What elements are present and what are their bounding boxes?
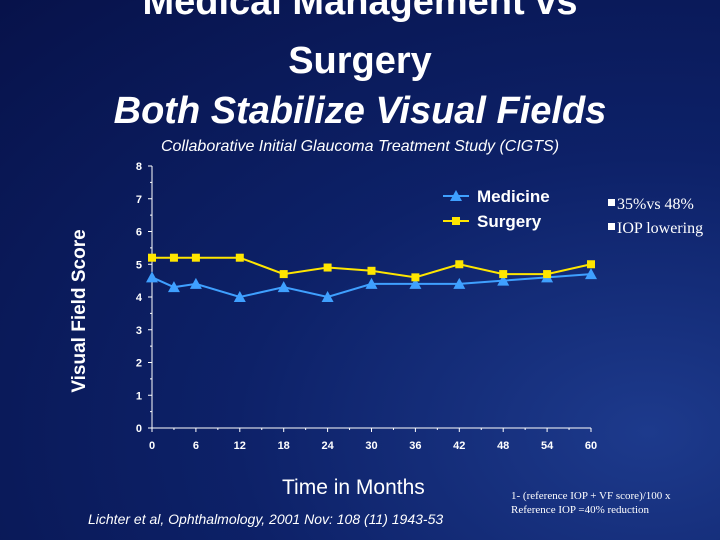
data-point-medicine (233, 291, 246, 302)
y-tick-label: 5 (136, 259, 142, 271)
data-point-surgery (499, 270, 508, 279)
y-tick-label: 4 (136, 292, 143, 304)
data-point-medicine (167, 281, 180, 293)
data-point-surgery (455, 260, 464, 269)
data-point-medicine (365, 277, 378, 289)
data-point-surgery (148, 253, 156, 262)
bullet-square-icon (608, 199, 615, 206)
bullet-list: 35%vs 48% IOP lowering (608, 193, 703, 241)
data-point-medicine (497, 274, 510, 286)
x-tick-label: 36 (409, 440, 421, 452)
legend-marker (450, 190, 462, 201)
series-line-medicine (151, 273, 592, 299)
citation: Lichter et al, Ophthalmology, 2001 Nov: … (88, 511, 444, 527)
bullet-square-icon (608, 223, 615, 230)
data-point-surgery (323, 263, 332, 272)
legend-label: Surgery (477, 212, 542, 231)
y-tick-label: 1 (136, 390, 142, 402)
x-tick-label: 18 (278, 440, 290, 452)
data-point-medicine (189, 277, 202, 289)
data-point-surgery (169, 253, 178, 262)
data-point-medicine (321, 291, 334, 302)
bullet-text: 35%vs 48% (617, 196, 694, 213)
data-point-surgery (587, 260, 595, 269)
x-tick-label: 0 (149, 440, 155, 452)
footnote-line: Reference IOP =40% reduction (511, 504, 650, 516)
slide-title-line-3: Both Stabilize Visual Fields (113, 90, 607, 132)
y-tick-label: 7 (136, 194, 142, 206)
y-tick-label: 0 (136, 423, 142, 435)
x-tick-label: 60 (585, 440, 597, 452)
data-point-surgery (543, 270, 552, 279)
data-point-medicine (453, 277, 466, 289)
x-tick-label: 42 (453, 440, 465, 452)
y-tick-label: 3 (136, 325, 142, 337)
data-point-surgery (235, 253, 244, 262)
bullet-item: 35%vs 48% (608, 193, 703, 217)
slide-title-line-2: Surgery (288, 40, 432, 82)
data-point-medicine (409, 277, 422, 289)
data-point-medicine (146, 271, 158, 283)
legend-marker (452, 217, 460, 225)
y-tick-label: 2 (136, 358, 142, 370)
x-tick-label: 54 (541, 440, 554, 452)
chart-subtitle: Collaborative Initial Glaucoma Treatment… (160, 138, 560, 155)
y-tick-label: 6 (136, 227, 142, 239)
slide-title-line-1: Medical Management vs (142, 0, 578, 23)
footnote-line: 1- (reference IOP + VF score)/100 x (511, 490, 671, 502)
x-tick-label: 6 (193, 440, 199, 452)
x-tick-label: 30 (365, 440, 377, 452)
x-tick-label: 48 (497, 440, 509, 452)
data-point-surgery (411, 273, 420, 282)
bullet-item: IOP lowering (608, 217, 703, 241)
data-point-medicine (277, 281, 290, 293)
bullet-text: IOP lowering (617, 220, 704, 237)
data-point-surgery (191, 253, 200, 262)
data-point-surgery (279, 270, 288, 279)
x-tick-label: 24 (321, 440, 334, 452)
x-tick-label: 12 (234, 440, 246, 452)
data-point-surgery (367, 266, 376, 275)
footnote: 1- (reference IOP + VF score)/100 x Refe… (511, 489, 671, 517)
legend-label: Medicine (477, 187, 550, 206)
x-axis-label: Time in Months (282, 476, 425, 499)
y-tick-label: 8 (136, 161, 142, 173)
data-point-medicine (585, 268, 597, 280)
